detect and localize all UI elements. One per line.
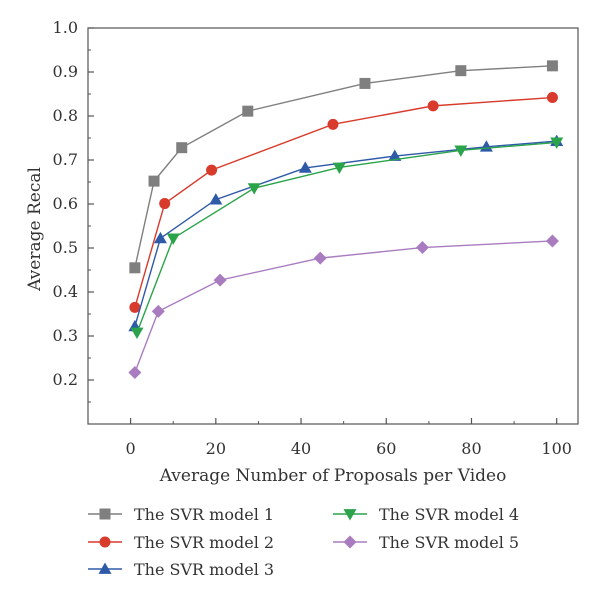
legend-item: The SVR model 2 xyxy=(88,533,274,552)
series-4 xyxy=(130,137,564,339)
x-tick-label: 40 xyxy=(291,439,311,458)
series-5 xyxy=(128,234,559,380)
y-tick-label: 0.5 xyxy=(53,238,78,257)
y-tick-label: 1.0 xyxy=(53,18,78,37)
data-point xyxy=(247,183,261,195)
x-tick-label: 0 xyxy=(126,439,136,458)
data-point xyxy=(298,161,312,173)
data-point xyxy=(209,193,223,205)
y-tick-label: 0.8 xyxy=(53,106,78,125)
series-line xyxy=(134,240,553,373)
y-tick-label: 0.7 xyxy=(53,150,78,169)
x-tick-label: 60 xyxy=(376,439,396,458)
data-point xyxy=(176,142,188,154)
data-point xyxy=(153,231,167,244)
data-point xyxy=(327,118,339,130)
data-point xyxy=(546,60,558,72)
data-point xyxy=(388,149,402,161)
data-point xyxy=(151,304,165,318)
data-point xyxy=(550,137,564,149)
y-tick-label: 0.3 xyxy=(53,326,78,345)
legend-item: The SVR model 1 xyxy=(88,505,274,524)
data-point xyxy=(455,65,467,77)
legend-item: The SVR model 5 xyxy=(333,533,519,552)
plot-frame xyxy=(87,27,579,425)
legend-marker xyxy=(343,509,357,521)
series-1 xyxy=(129,60,558,274)
data-point xyxy=(148,175,160,187)
x-tick-label: 100 xyxy=(541,439,572,458)
y-tick-label: 0.4 xyxy=(53,282,78,301)
data-point xyxy=(454,145,468,157)
series-layer xyxy=(128,60,564,380)
legend-label: The SVR model 3 xyxy=(134,560,274,579)
data-point xyxy=(427,100,439,112)
legend-item: The SVR model 4 xyxy=(333,505,519,524)
data-point xyxy=(242,105,254,117)
plot-area xyxy=(87,27,579,425)
data-point xyxy=(159,198,171,210)
x-tick-label: 20 xyxy=(206,439,226,458)
data-point xyxy=(545,234,559,248)
data-point xyxy=(359,77,371,89)
x-axis: 0 20 40 60 80 100 xyxy=(87,418,572,458)
legend-marker xyxy=(343,535,357,549)
legend-marker xyxy=(98,562,112,574)
legend-label: The SVR model 4 xyxy=(379,505,519,524)
legend-label: The SVR model 5 xyxy=(379,533,519,552)
data-point xyxy=(129,262,141,274)
legend-marker xyxy=(99,536,111,548)
legend-label: The SVR model 2 xyxy=(134,533,274,552)
data-point xyxy=(166,233,180,245)
data-point xyxy=(332,162,346,174)
data-point xyxy=(546,92,558,104)
y-tick-label: 0.2 xyxy=(53,370,78,389)
legend-label: The SVR model 1 xyxy=(134,505,274,524)
data-point xyxy=(130,327,144,339)
data-point xyxy=(213,273,227,287)
series-3 xyxy=(128,134,564,332)
legend-item: The SVR model 3 xyxy=(88,560,274,579)
y-tick-label: 0.6 xyxy=(53,194,78,213)
x-axis-title: Average Number of Proposals per Video xyxy=(159,466,507,486)
data-point xyxy=(129,301,141,313)
y-axis-title: Average Recal xyxy=(25,167,45,292)
y-tick-label: 0.9 xyxy=(53,62,78,81)
data-point xyxy=(206,164,218,176)
series-line xyxy=(134,140,557,327)
legend-marker xyxy=(99,508,111,520)
data-point xyxy=(313,251,327,265)
x-tick-label: 80 xyxy=(461,439,481,458)
data-point xyxy=(128,366,142,380)
series-line xyxy=(134,96,553,308)
data-point xyxy=(415,241,429,255)
series-line xyxy=(136,141,557,333)
series-2 xyxy=(129,92,558,313)
y-axis: 0.2 0.3 0.4 0.5 0.6 0.7 0.8 0.9 1.0 xyxy=(53,18,94,403)
legend: The SVR model 1 The SVR model 2 The SVR mo… xyxy=(88,505,519,579)
